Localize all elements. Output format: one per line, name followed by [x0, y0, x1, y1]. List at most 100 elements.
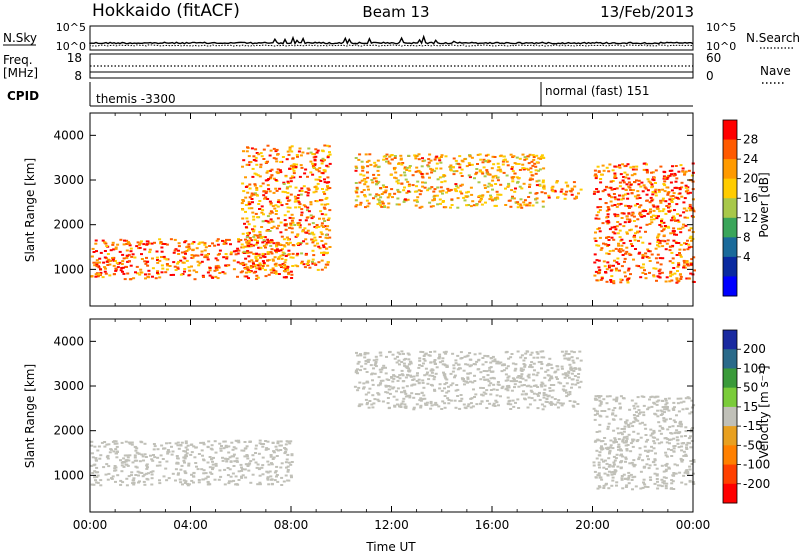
velocity-y-tick-label: 3000 — [53, 379, 84, 393]
power-echo-cell — [255, 163, 259, 166]
power-echo-cell — [486, 173, 490, 176]
power-echo-cell — [126, 241, 130, 244]
power-echo-cell — [248, 196, 252, 199]
velocity-echo-cell — [624, 460, 627, 463]
velocity-echo-cell — [689, 435, 692, 438]
power-echo-cell — [251, 201, 254, 204]
power-echo-cell — [254, 212, 258, 215]
power-echo-cell — [636, 190, 640, 193]
power-echo-cell — [668, 249, 672, 252]
power-echo-cell — [458, 190, 462, 193]
power-echo-cell — [494, 174, 498, 177]
velocity-echo-cell — [408, 369, 412, 372]
power-echo-cell — [535, 184, 539, 187]
power-echo-cell — [692, 281, 696, 283]
velocity-echo-cell — [537, 361, 541, 364]
power-echo-cell — [654, 191, 658, 194]
velocity-echo-cell — [403, 364, 407, 367]
power-echo-cell — [629, 243, 633, 245]
velocity-echo-cell — [185, 455, 188, 458]
power-echo-cell — [197, 243, 201, 245]
velocity-y-tick-label: 4000 — [53, 334, 84, 348]
power-echo-cell — [634, 168, 638, 171]
velocity-echo-cell — [374, 355, 378, 358]
velocity-echo-cell — [445, 381, 449, 384]
velocity-echo-cell — [90, 464, 94, 467]
power-echo-cell — [306, 175, 309, 178]
velocity-echo-cell — [561, 402, 565, 405]
velocity-echo-cell — [564, 372, 568, 375]
power-echo-cell — [285, 187, 289, 190]
velocity-echo-cell — [174, 468, 178, 471]
velocity-echo-cell — [564, 374, 568, 376]
velocity-echo-cell — [685, 446, 688, 449]
power-echo-cell — [269, 241, 273, 244]
power-echo-cell — [320, 251, 323, 254]
power-echo-cell — [414, 157, 418, 160]
power-echo-cell — [324, 233, 328, 236]
velocity-echo-cell — [225, 458, 229, 461]
velocity-echo-cell — [234, 475, 238, 478]
power-echo-cell — [118, 250, 122, 253]
power-echo-cell — [317, 245, 321, 248]
power-echo-cell — [685, 261, 689, 264]
velocity-echo-cell — [276, 449, 280, 452]
power-echo-cell — [428, 153, 432, 156]
velocity-echo-cell — [232, 479, 236, 482]
power-echo-cell — [681, 226, 685, 229]
power-echo-cell — [320, 203, 324, 206]
power-echo-cell — [326, 144, 330, 147]
velocity-echo-cell — [574, 383, 578, 386]
velocity-echo-cell — [572, 370, 576, 372]
power-echo-cell — [150, 242, 154, 245]
velocity-echo-cell — [658, 425, 662, 428]
power-echo-cell — [675, 277, 679, 280]
velocity-echo-cell — [258, 481, 262, 484]
power-echo-cell — [658, 276, 662, 279]
power-echo-cell — [637, 183, 641, 186]
power-echo-cell — [371, 181, 375, 184]
velocity-echo-cell — [396, 351, 400, 354]
power-echo-cell — [599, 181, 603, 184]
power-echo-cell — [247, 260, 251, 263]
velocity-echo-cell — [595, 431, 599, 433]
velocity-echo-cell — [400, 373, 404, 376]
velocity-echo-cell — [686, 470, 690, 473]
power-echo-cell — [674, 186, 678, 189]
velocity-echo-cell — [535, 351, 539, 354]
velocity-echo-cell — [128, 454, 132, 457]
velocity-echo-cell — [408, 396, 412, 399]
power-echo-cell — [393, 166, 397, 169]
power-echo-cell — [316, 242, 319, 245]
power-echo-cell — [283, 214, 287, 217]
power-echo-cell — [540, 154, 544, 157]
power-echo-cell — [254, 148, 258, 151]
velocity-echo-cell — [143, 473, 147, 476]
power-echo-cell — [606, 261, 610, 264]
power-echo-cell — [479, 198, 483, 200]
power-echo-cell — [679, 231, 683, 234]
velocity-echo-cell — [151, 459, 155, 462]
power-echo-cell — [320, 199, 324, 202]
velocity-echo-cell — [119, 483, 123, 486]
velocity-echo-cell — [422, 355, 426, 357]
velocity-echo-cell — [254, 444, 258, 447]
power-echo-cell — [654, 194, 658, 197]
power-echo-cell — [622, 242, 626, 245]
power-echo-cell — [127, 242, 131, 245]
power-echo-cell — [123, 278, 127, 281]
power-echo-cell — [203, 249, 207, 252]
velocity-echo-cell — [546, 374, 550, 377]
power-echo-cell — [158, 259, 162, 262]
power-echo-cell — [300, 260, 304, 263]
velocity-echo-cell — [138, 460, 142, 463]
power-echo-cell — [418, 171, 422, 174]
power-echo-cell — [575, 195, 578, 198]
power-echo-cell — [272, 269, 276, 272]
power-echo-cell — [645, 199, 649, 202]
power-echo-cell — [242, 150, 245, 153]
velocity-echo-cell — [182, 450, 186, 453]
power-echo-cell — [539, 157, 543, 160]
velocity-echo-cell — [359, 354, 363, 357]
